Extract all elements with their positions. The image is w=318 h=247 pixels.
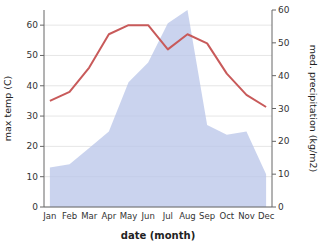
x-tick-label: Nov bbox=[238, 211, 255, 221]
y2-tick bbox=[272, 174, 276, 175]
y2-tick-label: 60 bbox=[278, 5, 290, 15]
precipitation-area bbox=[50, 10, 266, 207]
chart: 0 10 20 30 40 50 60 0 10 20 30 40 50 60 Jan Feb Mar AprMa… bbox=[0, 0, 318, 247]
x-tick-label: Oct bbox=[219, 211, 234, 221]
y2-axis-title: med. precipitation (kg/m2) bbox=[308, 45, 318, 172]
y-tick bbox=[40, 146, 44, 147]
y-tick-label: 30 bbox=[27, 111, 39, 121]
grid-line bbox=[44, 207, 272, 208]
y-tick-label: 0 bbox=[32, 202, 38, 212]
grid-line bbox=[44, 25, 272, 26]
y-tick-label: 50 bbox=[27, 50, 39, 60]
y2-tick-label: 0 bbox=[278, 202, 284, 212]
temperature-line bbox=[50, 25, 266, 107]
y2-tick bbox=[272, 75, 276, 76]
y-axis-line bbox=[44, 10, 45, 207]
x-tick-label: May bbox=[120, 211, 138, 221]
y-axis-title: max temp (C) bbox=[2, 76, 13, 142]
y2-tick bbox=[272, 10, 276, 11]
x-tick-label: Mar bbox=[81, 211, 98, 221]
plot-area bbox=[50, 10, 266, 207]
x-tick-label: Feb bbox=[62, 211, 77, 221]
y2-tick bbox=[272, 207, 276, 208]
x-tick-label: Sep bbox=[199, 211, 215, 221]
x-tick-label: Jul bbox=[162, 211, 173, 221]
y2-tick bbox=[272, 141, 276, 142]
y2-tick-label: 30 bbox=[278, 104, 290, 114]
y2-tick-label: 50 bbox=[278, 38, 290, 48]
y-tick bbox=[40, 176, 44, 177]
y2-tick bbox=[272, 42, 276, 43]
y-tick bbox=[40, 55, 44, 56]
x-tick-label: Apr bbox=[102, 211, 117, 221]
x-axis-line bbox=[44, 207, 272, 208]
y2-tick-label: 40 bbox=[278, 71, 290, 81]
x-tick-label: Jun bbox=[141, 211, 155, 221]
y-tick bbox=[40, 207, 44, 208]
y-tick bbox=[40, 85, 44, 86]
y-tick-label: 20 bbox=[27, 141, 39, 151]
y-tick bbox=[40, 116, 44, 117]
y-tick-label: 10 bbox=[27, 172, 39, 182]
y-tick bbox=[40, 25, 44, 26]
x-tick-label: Dec bbox=[258, 211, 275, 221]
x-axis-title: date (month) bbox=[121, 230, 195, 241]
y2-tick-label: 10 bbox=[278, 169, 290, 179]
y-tick-label: 40 bbox=[27, 81, 39, 91]
x-tick-label: Jan bbox=[42, 211, 56, 221]
y-tick-label: 60 bbox=[27, 20, 39, 30]
y2-tick bbox=[272, 108, 276, 109]
x-tick-label: Aug bbox=[179, 211, 196, 221]
y2-tick-label: 20 bbox=[278, 136, 290, 146]
